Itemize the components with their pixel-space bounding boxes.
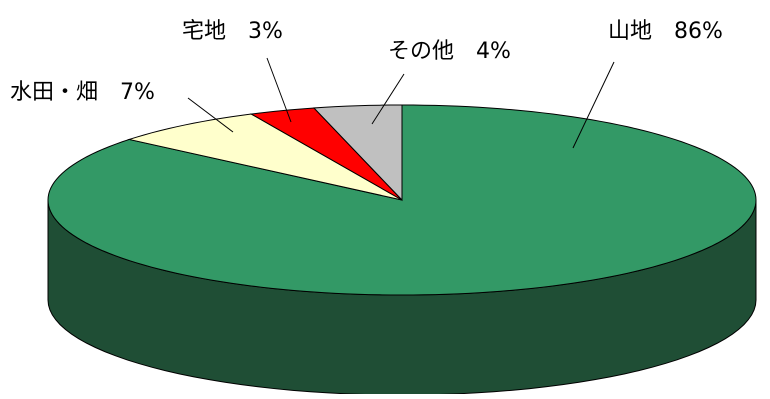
pie-slice-3 [312,104,403,202]
leader-line-2 [266,57,292,123]
leader-line-3 [371,73,405,125]
pie-labels: 山地 86% 水田・畑 7% 宅地 3% その他 4% [10,19,723,105]
pie-top-group [47,104,757,296]
slice-label-2: 宅地 3% [182,19,283,44]
leader-line-0 [572,61,615,149]
pie-slice-1 [127,113,403,201]
slice-label-0: 山地 86% [608,19,723,44]
pie-leader-lines [187,57,615,149]
slice-label-1: 水田・畑 7% [10,80,155,105]
leader-line-1 [187,97,234,133]
slice-label-3: その他 4% [388,39,511,64]
pie-slice-2 [249,107,403,201]
